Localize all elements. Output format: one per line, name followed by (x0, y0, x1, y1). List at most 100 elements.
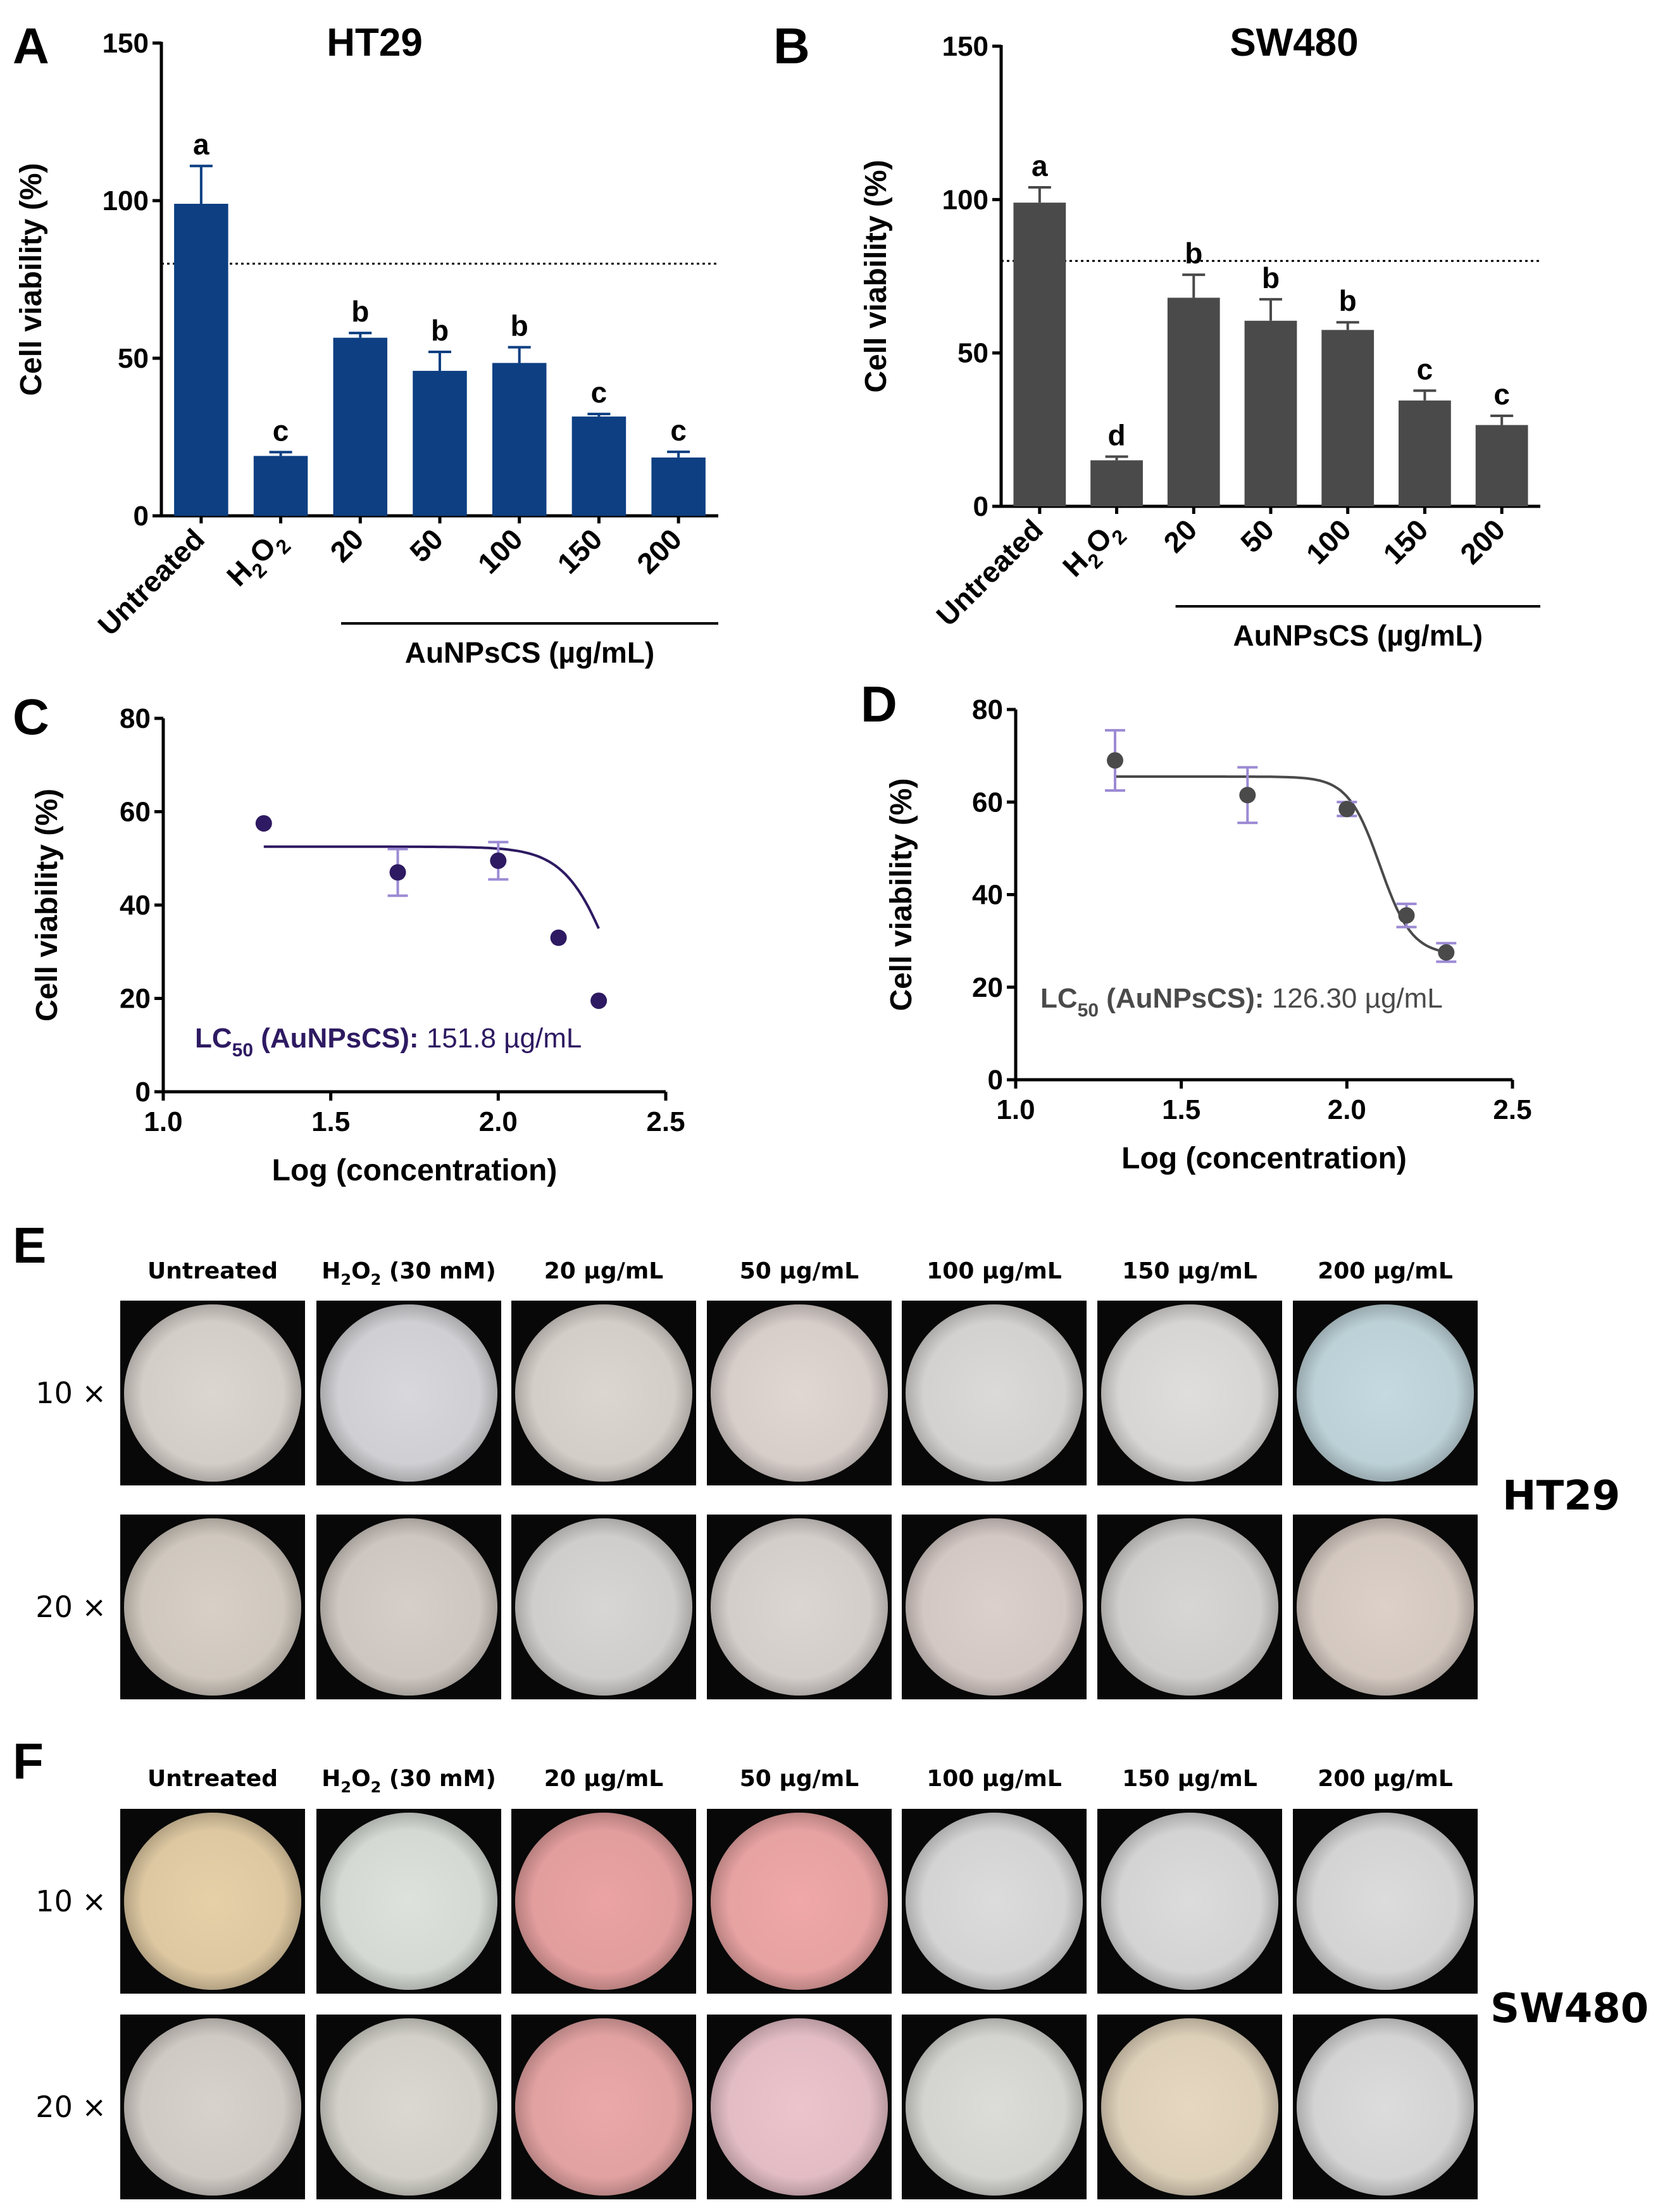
bar-100 (1321, 330, 1375, 506)
panel-label-c: C (13, 689, 49, 745)
micrograph-f-r1-c5 (1097, 2015, 1282, 2199)
chart-title: HT29 (327, 21, 423, 65)
micrograph-e-r1-c4 (902, 1515, 1087, 1699)
y-tick-label: 100 (103, 185, 149, 216)
data-point (389, 864, 406, 881)
column-label: 20 µg/mL (544, 1766, 664, 1792)
x-tick-label-150: 150 (551, 522, 608, 580)
micrograph-f-r0-c6 (1293, 1809, 1478, 1994)
significance-letter: c (273, 414, 289, 447)
micrograph-vignette (515, 1813, 692, 1990)
micrograph-vignette (1297, 1813, 1474, 1990)
bar-50 (413, 370, 467, 516)
micrograph-vignette (320, 1304, 497, 1482)
x-tick-label-50: 50 (403, 522, 449, 568)
micrograph-f-r0-c5 (1097, 1809, 1282, 1994)
micrograph-e-r0-c4 (902, 1301, 1087, 1485)
bar-H2O2 (253, 456, 308, 516)
column-label: H2O2 (30 mM) (321, 1258, 496, 1289)
magnification-label: 10 × (35, 1884, 106, 1918)
micrograph-f-r1-c2 (511, 2015, 696, 2199)
column-label: Untreated (147, 1766, 278, 1792)
panel-label-e: E (13, 1217, 46, 1273)
x-tick-label-50: 50 (1234, 513, 1280, 559)
bar-20 (1167, 297, 1220, 506)
micrograph-vignette (1101, 1813, 1278, 1990)
micrograph-e-r0-c3 (707, 1301, 892, 1485)
micrograph-vignette (515, 1518, 692, 1696)
micrograph-vignette (320, 2018, 497, 2196)
micrograph-vignette (1297, 1518, 1474, 1696)
x-tick-label-200: 200 (1454, 513, 1511, 570)
x-tick-label: 2.0 (479, 1106, 518, 1137)
micrograph-e-r1-c2 (511, 1515, 696, 1699)
cell-line-label: SW480 (1490, 1985, 1649, 2032)
micrograph-e-r1-c6 (1293, 1515, 1478, 1699)
bar-200 (1475, 425, 1528, 506)
micrograph-vignette (124, 1304, 301, 1482)
micrograph-vignette (124, 2018, 301, 2196)
significance-letter: b (1262, 261, 1280, 294)
x-tick-label-20: 20 (323, 522, 370, 568)
column-label: 100 µg/mL (926, 1258, 1062, 1284)
fit-curve (1115, 775, 1447, 954)
micrograph-vignette (124, 1813, 301, 1990)
x-tick-label: 1.5 (1162, 1094, 1200, 1125)
significance-letter: c (1493, 378, 1510, 411)
significance-letter: c (591, 376, 608, 409)
column-label: H2O2 (30 mM) (321, 1766, 496, 1796)
micrograph-e-r0-c6 (1293, 1301, 1478, 1485)
micrograph-e-r1-c0 (120, 1515, 305, 1699)
significance-letter: c (670, 414, 687, 447)
y-tick-label: 0 (988, 1065, 1003, 1096)
micrograph-f-r1-c6 (1293, 2015, 1478, 2199)
y-tick-label: 80 (120, 703, 151, 734)
y-axis-label: Cell viability (%) (30, 789, 64, 1022)
x-tick-label-H2O2: H2O2 (220, 522, 296, 597)
micrograph-vignette (1101, 2018, 1278, 2196)
y-tick-label: 40 (120, 890, 151, 921)
significance-letter: a (193, 128, 209, 161)
micrograph-vignette (906, 1813, 1083, 1990)
micrograph-f-r1-c1 (316, 2015, 501, 2199)
column-label: 100 µg/mL (926, 1766, 1062, 1792)
panel-label-a: A (13, 18, 49, 74)
chart-title: SW480 (1230, 21, 1358, 65)
micrograph-vignette (515, 1304, 692, 1482)
group-label: AuNPsCS (µg/mL) (405, 636, 655, 669)
y-tick-label: 0 (973, 491, 988, 522)
x-tick-label: 2.5 (1493, 1094, 1531, 1125)
significance-letter: b (351, 295, 369, 328)
significance-letter: b (511, 309, 528, 342)
x-tick-label-100: 100 (471, 522, 529, 580)
y-tick-label: 80 (972, 694, 1003, 725)
significance-letter: d (1108, 418, 1126, 451)
y-tick-label: 150 (942, 31, 988, 62)
significance-letter: b (1185, 237, 1202, 270)
x-tick-label: 2.5 (646, 1106, 685, 1137)
bar-20 (333, 337, 388, 516)
micrograph-grid-e: Untreated H2O2 (30 mM) 20 µg/mL 50 µg/mL 100… (35, 1258, 1620, 1699)
magnification-label: 20 × (35, 1590, 106, 1624)
micrograph-f-r0-c4 (902, 1809, 1087, 1994)
magnification-label: 10 × (35, 1376, 106, 1410)
x-tick-label: 1.0 (144, 1106, 182, 1137)
lc50-annotation: LC50 (AuNPsCS): 151.8 µg/mL (195, 1023, 582, 1061)
column-label: 50 µg/mL (740, 1258, 859, 1284)
significance-letter: a (1032, 149, 1048, 182)
micrograph-vignette (1101, 1304, 1278, 1482)
y-tick-label: 100 (942, 184, 988, 215)
y-axis-label: Cell viability (%) (885, 778, 918, 1011)
bar-50 (1244, 320, 1297, 506)
bar-200 (651, 457, 706, 516)
column-label: Untreated (147, 1258, 278, 1284)
x-tick-label: 1.0 (996, 1094, 1035, 1125)
panel-label-d: D (861, 676, 897, 732)
micrograph-e-r1-c5 (1097, 1515, 1282, 1699)
data-point (490, 852, 507, 869)
chart-c-ht29-lc50: 0 20 40 60 80 1.0 1.5 2.0 2.5 Log (concentration)… (30, 703, 685, 1187)
y-tick-label: 60 (120, 797, 151, 828)
data-point (1239, 787, 1256, 804)
micrograph-e-r1-c3 (707, 1515, 892, 1699)
